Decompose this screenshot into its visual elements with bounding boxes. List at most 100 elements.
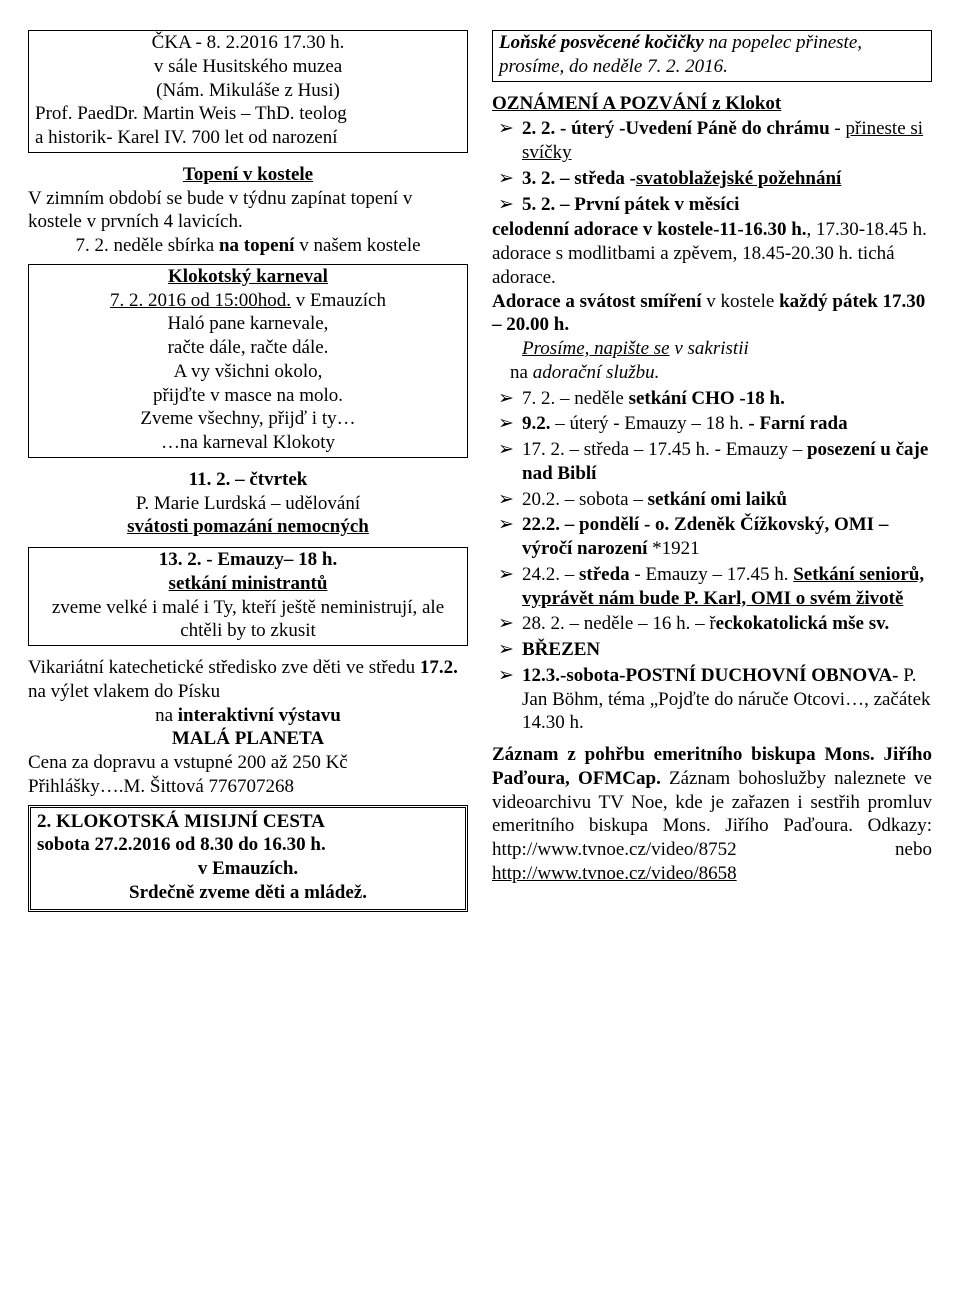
item-5: 9.2. – úterý - Emauzy – 18 h. - Farní ra… bbox=[522, 412, 932, 436]
topen-title: Topení v kostele bbox=[28, 163, 468, 187]
mis-l4: Srdečně zveme děti a mládež. bbox=[37, 881, 459, 905]
zaznam-a: Záznam bohoslužby naleznete ve bbox=[661, 768, 932, 789]
i3pg: v sakristii bbox=[670, 338, 749, 359]
topen-title-text: Topení v kostele bbox=[183, 164, 313, 185]
vikar-l5: Přihlášky….M. Šittová 776707268 bbox=[28, 775, 468, 799]
item-2: 3. 2. – středa -svatoblažejské požehnání bbox=[522, 167, 932, 191]
vikar-l1a: Vikariátní katechetické středisko zve dě… bbox=[28, 657, 420, 678]
karneval-l6: Zveme všechny, přijď i ty… bbox=[35, 407, 461, 431]
vikar-l2a: na bbox=[155, 705, 178, 726]
vikar-l1: Vikariátní katechetické středisko zve dě… bbox=[28, 656, 468, 704]
i6: 17. 2. – středa – 17.45 h. - Emauzy – bbox=[522, 439, 807, 460]
i9c: - Emauzy – 17.45 h. bbox=[630, 564, 794, 585]
right-column: Loňské posvěcené kočičky na popelec přin… bbox=[492, 30, 932, 912]
zaznam-link: http://www.tvnoe.cz/video/8658 bbox=[492, 863, 737, 884]
i2b: svatoblažejské požehnání bbox=[636, 168, 841, 189]
item-7: 20.2. – sobota – setkání omi laiků bbox=[522, 488, 932, 512]
i1b: - bbox=[830, 118, 846, 139]
i5b: – úterý - Emauzy – 18 h. bbox=[551, 413, 749, 434]
vikar-l1c: na výlet vlakem do Písku bbox=[28, 681, 220, 702]
item-9: 24.2. – středa - Emauzy – 17.45 h. Setká… bbox=[522, 563, 932, 611]
karneval-l7: …na karneval Klokoty bbox=[35, 431, 461, 455]
vikar-l2: na interaktivní výstavu bbox=[28, 704, 468, 728]
oznameni-heading-text: OZNÁMENÍ A POZVÁNÍ z Klokot bbox=[492, 93, 781, 114]
i3pd: v kostele bbox=[702, 291, 780, 312]
mis-l1-text: 2. KLOKOTSKÁ MISIJNÍ CESTA bbox=[37, 811, 325, 832]
karneval-title: Klokotský karneval bbox=[35, 265, 461, 289]
zaznam-b: videoarchivu TV Noe, kde je zařazen i bbox=[492, 792, 803, 813]
i11: BŘEZEN bbox=[522, 639, 600, 660]
i3pi: adorační službu. bbox=[533, 362, 660, 383]
item-8: 22.2. – pondělí - o. Zdeněk Čížkovský, O… bbox=[522, 513, 932, 561]
topen-l1: V zimním období se bude v týdnu zapínat … bbox=[28, 187, 468, 235]
cka-l4: Prof. PaedDr. Martin Weis – ThD. teolog bbox=[35, 102, 461, 126]
item-10: 28. 2. – neděle – 16 h. – řeckokatolická… bbox=[522, 612, 932, 636]
vikar-l3-text: MALÁ PLANETA bbox=[172, 728, 324, 749]
i3pa: celodenní adorace v kostele-11-16.30 h. bbox=[492, 219, 807, 240]
karneval-l1b: v Emauzích bbox=[291, 290, 386, 311]
mis-l3: v Emauzích. bbox=[37, 857, 459, 881]
i4: 7. 2. – neděle bbox=[522, 388, 629, 409]
min-l1-text: 13. 2. - Emauzy– 18 h. bbox=[159, 549, 337, 570]
page-columns: ČKA - 8. 2.2016 17.30 h. v sále Husitské… bbox=[28, 30, 932, 912]
mis-l4-text: Srdečně zveme děti a mládež. bbox=[129, 882, 367, 903]
vikar-l3: MALÁ PLANETA bbox=[28, 727, 468, 751]
i3pc: Adorace a svátost smíření bbox=[492, 291, 702, 312]
karneval-l1: 7. 2. 2016 od 15:00hod. v Emauzích bbox=[35, 289, 461, 313]
i8: 22.2. – pondělí - o. Zdeněk Čížkovský, O… bbox=[522, 514, 888, 559]
announcements-list-2: 7. 2. – neděle setkání CHO -18 h. 9.2. –… bbox=[492, 385, 932, 738]
i3ph: na bbox=[510, 362, 533, 383]
i10: 28. 2. – neděle – 16 h. – ř bbox=[522, 613, 716, 634]
i7b: setkání omi laiků bbox=[648, 489, 787, 510]
item-1: 2. 2. - úterý -Uvedení Páně do chrámu - … bbox=[522, 117, 932, 165]
box-ministranti: 13. 2. - Emauzy– 18 h. setkání ministran… bbox=[28, 547, 468, 646]
min-l1: 13. 2. - Emauzy– 18 h. bbox=[35, 548, 461, 572]
ctvrtek-l2: P. Marie Lurdská – udělování bbox=[28, 492, 468, 516]
left-column: ČKA - 8. 2.2016 17.30 h. v sále Husitské… bbox=[28, 30, 468, 912]
item-3-prosime: Prosíme, napište se v sakristii bbox=[492, 337, 932, 361]
karneval-l3: račte dále, račte dále. bbox=[35, 336, 461, 360]
karneval-l1a: 7. 2. 2016 od 15:00hod. bbox=[110, 290, 291, 311]
karneval-l5: přijďte v masce na molo. bbox=[35, 384, 461, 408]
item-3: 5. 2. – První pátek v měsíci bbox=[522, 193, 932, 217]
ctvrtek-l1: 11. 2. – čtvrtek bbox=[28, 468, 468, 492]
box-karneval: Klokotský karneval 7. 2. 2016 od 15:00ho… bbox=[28, 264, 468, 458]
i8b: *1921 bbox=[652, 538, 700, 559]
box-cka: ČKA - 8. 2.2016 17.30 h. v sále Husitské… bbox=[28, 30, 468, 153]
i5c: - Farní rada bbox=[748, 413, 847, 434]
i2a: 3. 2. – středa - bbox=[522, 168, 636, 189]
mis-l1: 2. KLOKOTSKÁ MISIJNÍ CESTA bbox=[37, 810, 459, 834]
cka-l3: (Nám. Mikuláše z Husi) bbox=[35, 79, 461, 103]
i3: 5. 2. – První pátek v měsíci bbox=[522, 194, 739, 215]
item-3-post: celodenní adorace v kostele-11-16.30 h.,… bbox=[492, 218, 932, 337]
item-3-adoracni: na adorační službu. bbox=[492, 361, 932, 385]
ctvrtek-l3-text: svátosti pomazání nemocných bbox=[127, 516, 369, 537]
min-l2: setkání ministrantů bbox=[35, 572, 461, 596]
topen-l2b: na topení bbox=[219, 235, 295, 256]
mis-l2: sobota 27.2.2016 od 8.30 do 16.30 h. bbox=[37, 833, 459, 857]
karneval-l2: Haló pane karnevale, bbox=[35, 312, 461, 336]
topen-l2c: v našem kostele bbox=[294, 235, 420, 256]
oznameni-heading: OZNÁMENÍ A POZVÁNÍ z Klokot bbox=[492, 92, 932, 116]
item-12: 12.3.-sobota-POSTNÍ DUCHOVNÍ OBNOVA- P. … bbox=[522, 664, 932, 735]
i10b: eckokatolická mše sv. bbox=[716, 613, 890, 634]
i4b: setkání CHO -18 h. bbox=[629, 388, 785, 409]
karneval-l4: A vy všichni okolo, bbox=[35, 360, 461, 384]
box-kocicky: Loňské posvěcené kočičky na popelec přin… bbox=[492, 30, 932, 82]
min-l3: zveme velké i malé i Ty, kteří ještě nem… bbox=[35, 596, 461, 644]
mis-l3-text: v Emauzích. bbox=[198, 858, 298, 879]
min-l2-text: setkání ministrantů bbox=[169, 573, 328, 594]
item-4: 7. 2. – neděle setkání CHO -18 h. bbox=[522, 387, 932, 411]
item-11: BŘEZEN bbox=[522, 638, 932, 662]
i5: 9.2. bbox=[522, 413, 551, 434]
announcements-list: 2. 2. - úterý -Uvedení Páně do chrámu - … bbox=[492, 115, 932, 218]
i3pf: Prosíme, napište se bbox=[522, 338, 670, 359]
item-6: 17. 2. – středa – 17.45 h. - Emauzy – po… bbox=[522, 438, 932, 486]
vikar-l1b: 17.2. bbox=[420, 657, 458, 678]
zaznam-block: Záznam z pohřbu emeritního biskupa Mons.… bbox=[492, 743, 932, 886]
topen-l2a: 7. 2. neděle sbírka bbox=[75, 235, 219, 256]
topen-l2: 7. 2. neděle sbírka na topení v našem ko… bbox=[28, 234, 468, 258]
karneval-title-text: Klokotský karneval bbox=[168, 266, 328, 287]
cka-l2: v sále Husitského muzea bbox=[35, 55, 461, 79]
i9: 24.2. – bbox=[522, 564, 579, 585]
